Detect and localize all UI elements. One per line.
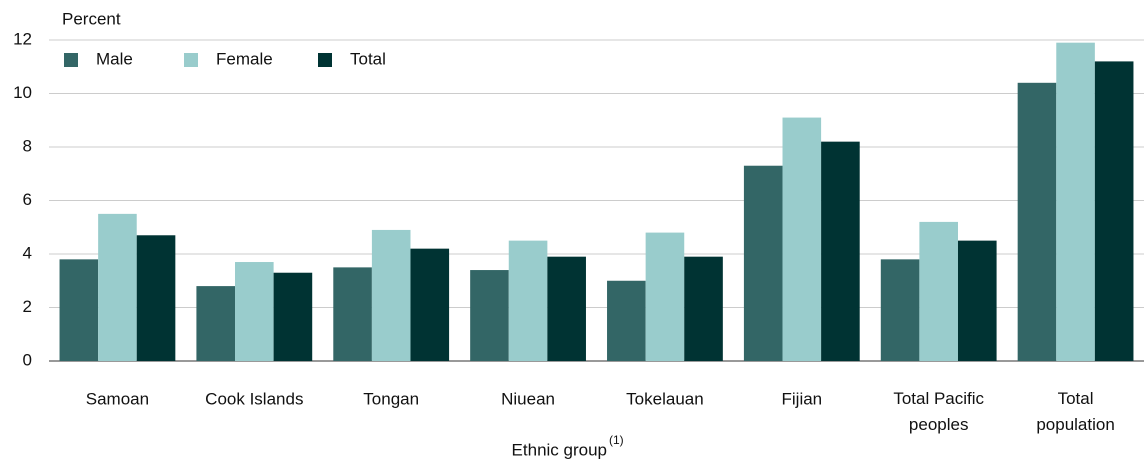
bar [607, 280, 646, 361]
bar [1056, 42, 1095, 362]
bar [470, 270, 509, 361]
legend-swatch [184, 53, 198, 67]
legend-swatch [64, 53, 78, 67]
bar [821, 141, 860, 361]
bar [59, 259, 99, 361]
y-axis-title: Percent [62, 9, 121, 28]
bar [743, 165, 783, 361]
bar [98, 213, 137, 361]
bar [1094, 61, 1134, 362]
bar [333, 267, 372, 361]
x-tick-label: Niuean [501, 389, 555, 408]
bar [273, 272, 313, 361]
x-tick-label: Cook Islands [205, 389, 303, 408]
bar [196, 286, 236, 361]
x-axis-note: (1) [609, 433, 624, 447]
x-tick-label: Total Pacific peoples [893, 389, 984, 434]
y-tick-label: 4 [23, 243, 32, 262]
bar [957, 240, 997, 361]
x-tick-label: Tokelauan [626, 389, 704, 408]
bar [782, 117, 822, 361]
bar [645, 232, 685, 361]
bar [684, 256, 723, 361]
bar [1017, 82, 1057, 362]
bar [508, 240, 548, 361]
bar [410, 248, 450, 361]
legend-label: Total [350, 49, 386, 68]
y-tick-label: 10 [13, 83, 32, 102]
bar [919, 221, 958, 361]
x-axis-title: Ethnic group [512, 440, 607, 459]
y-tick-label: 6 [23, 190, 32, 209]
legend-swatch [318, 53, 332, 67]
bar [880, 259, 920, 361]
x-tick-label: Tongan [363, 389, 419, 408]
y-tick-label: 2 [23, 297, 32, 316]
legend-label: Male [96, 49, 133, 68]
bar [547, 256, 586, 361]
bar [235, 262, 274, 361]
y-tick-label: 8 [23, 136, 32, 155]
y-tick-label: 12 [13, 29, 32, 48]
bar [371, 229, 411, 361]
x-tick-label: Total population [1036, 389, 1114, 434]
legend-label: Female [216, 49, 273, 68]
y-tick-label: 0 [23, 350, 32, 369]
x-tick-label: Samoan [86, 389, 149, 408]
x-tick-label: Fijian [782, 389, 823, 408]
bar [136, 235, 176, 361]
